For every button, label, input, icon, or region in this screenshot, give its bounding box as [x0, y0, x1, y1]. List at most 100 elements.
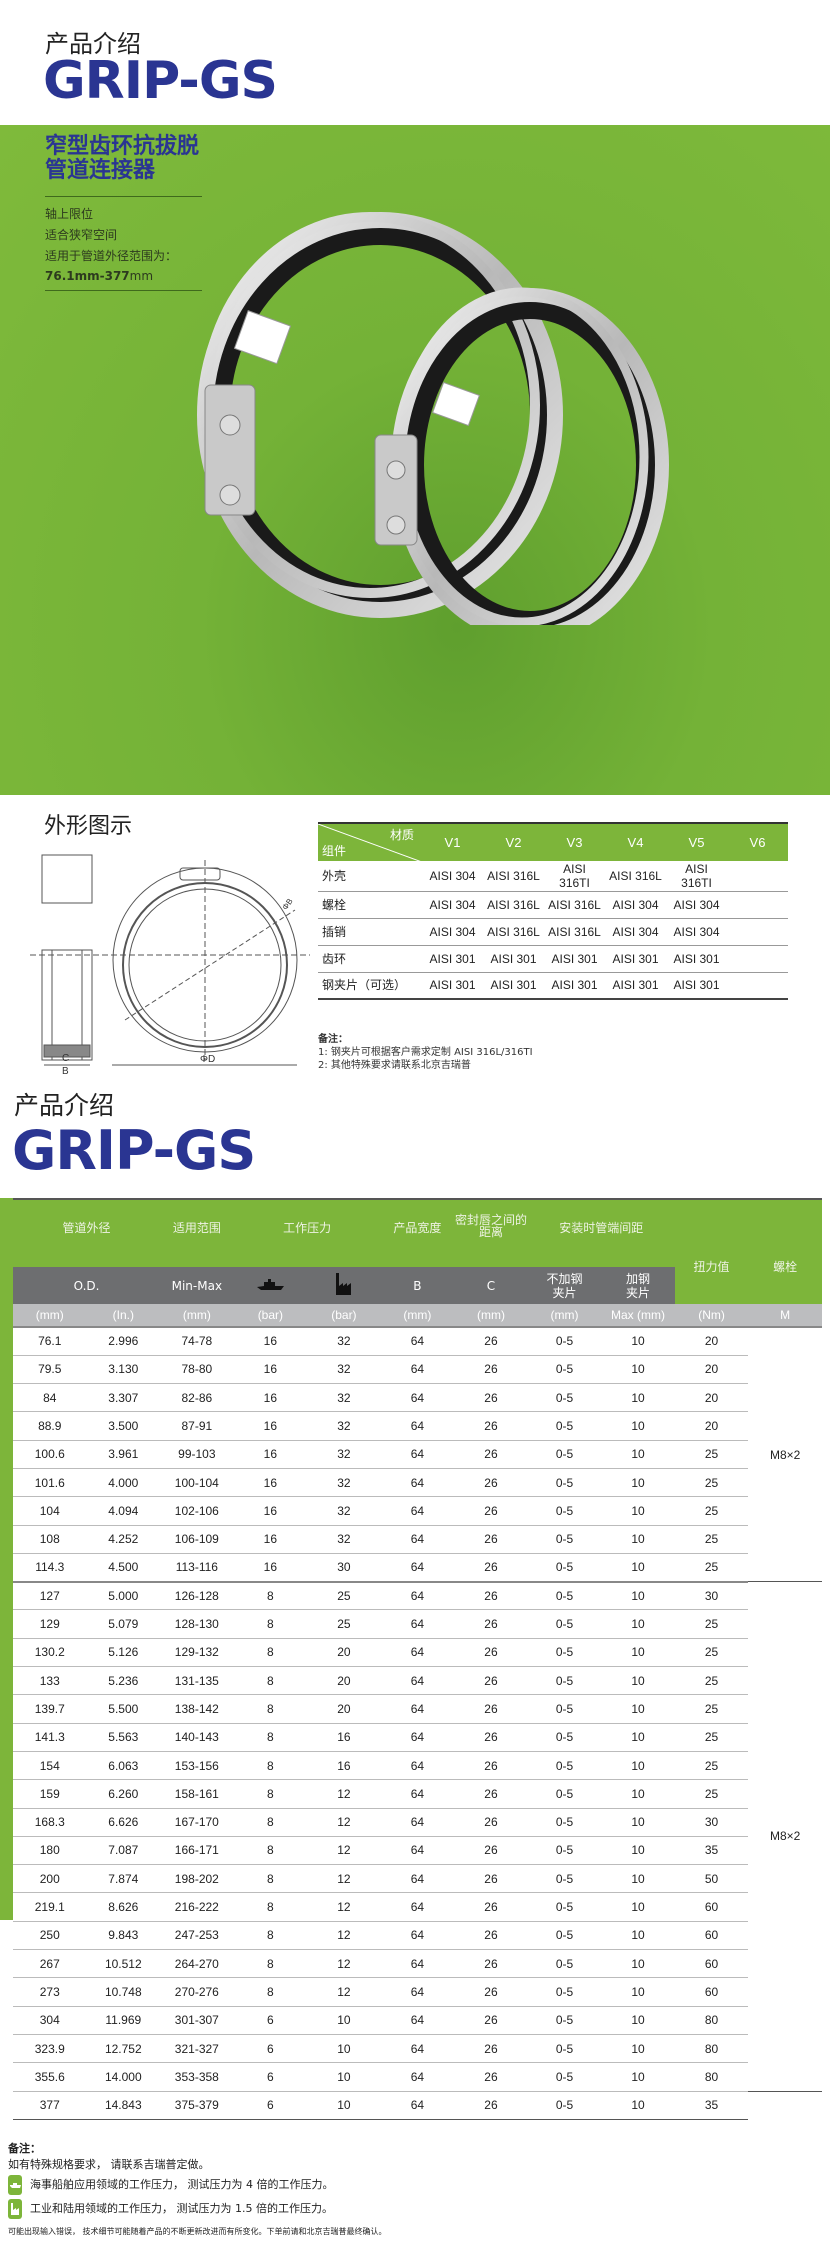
table-cell: 25 [674, 1609, 749, 1639]
table-cell: 0-5 [527, 1609, 602, 1639]
material-cell [727, 918, 788, 946]
table-cell: 273 [13, 1977, 87, 2007]
materials-table: 材质 组件 V1 V2 V3 V4 V5 V6 外壳 AISI 304 AISI 316L AI… [318, 822, 788, 1000]
range-unit: mm [129, 269, 154, 283]
component-label: 钢夹片（可选） [318, 972, 422, 1000]
table-cell: 0-5 [527, 1383, 602, 1413]
table-cell: 198-202 [160, 1864, 234, 1894]
table-cell: 32 [307, 1327, 381, 1356]
feature-item: 适用于管道外径范围为： [45, 249, 178, 263]
range-value: 76.1mm-377 [45, 269, 130, 283]
material-column-v5: V5 [666, 822, 727, 861]
subheader-no-clip: 不加钢夹片 [527, 1267, 602, 1304]
table-cell: 101.6 [13, 1468, 87, 1498]
table-cell: 10 [307, 2062, 381, 2092]
table-cell: 14.000 [86, 2062, 161, 2092]
table-row: 168.3 6.626 167-170 8 12 64 26 0-5 10 30 [13, 1808, 822, 1837]
table-cell: 100-104 [160, 1468, 234, 1498]
section-label: 产品介绍 [14, 1091, 115, 1120]
material-cell: AISI 304 [605, 891, 666, 919]
table-cell: 20 [307, 1694, 381, 1724]
material-row: 齿环 AISI 301 AISI 301 AISI 301 AISI 301 AISI 3… [318, 945, 788, 973]
table-cell: 250 [13, 1921, 87, 1951]
table-cell: 64 [380, 1666, 455, 1696]
ship-icon [8, 2175, 22, 2195]
table-cell: 10 [601, 1921, 675, 1951]
table-cell: 0-5 [527, 1892, 602, 1922]
range-text: 76.1mm-377mm [45, 269, 153, 283]
table-cell: 12 [307, 1864, 381, 1894]
table-cell: 99-103 [160, 1440, 234, 1469]
header-bolt: 螺栓 [748, 1199, 822, 1304]
feature-item: 轴上限位 [45, 207, 94, 221]
table-cell: 6 [233, 2062, 308, 2092]
product-label [432, 381, 480, 427]
table-row: 355.6 14.000 353-358 6 10 64 26 0-5 10 80 [13, 2062, 822, 2092]
table-cell: 304 [13, 2006, 87, 2035]
table-cell: 104 [13, 1496, 87, 1526]
accent-bar [0, 1198, 13, 1920]
unit-cell: (mm) [454, 1304, 528, 1328]
bolt-size-cell: M8×2 [748, 1327, 822, 1583]
dim-label-od: ΦD [200, 1054, 215, 1065]
table-cell: 64 [380, 2006, 455, 2035]
table-cell: 10 [601, 1609, 675, 1639]
material-cell: AISI 316L [483, 918, 544, 946]
table-cell: 80 [674, 2006, 749, 2035]
footer-industrial-note: 工业和陆用领域的工作压力， 测试压力为 1.5 倍的工作压力。 [8, 2199, 333, 2221]
table-cell: 12 [307, 1779, 381, 1809]
table-cell: 2.996 [86, 1327, 161, 1356]
table-cell: 64 [380, 1609, 455, 1639]
table-cell: 25 [307, 1609, 381, 1639]
material-cell: AISI 304 [666, 918, 727, 946]
table-cell: 16 [233, 1553, 308, 1583]
table-cell: 35 [674, 1836, 749, 1866]
component-label: 螺栓 [318, 891, 422, 919]
table-cell: 4.094 [86, 1496, 161, 1526]
table-row: 323.9 12.752 321-327 6 10 64 26 0-5 10 80 [13, 2034, 822, 2064]
material-column-v4: V4 [605, 822, 666, 861]
unit-cell: (mm) [380, 1304, 455, 1328]
table-cell: 32 [307, 1468, 381, 1498]
table-cell: 64 [380, 1553, 455, 1583]
materials-corner-header: 材质 组件 [318, 822, 422, 862]
table-cell: 10 [601, 1581, 675, 1611]
table-cell: 26 [454, 1383, 528, 1413]
table-cell: 64 [380, 1977, 455, 2007]
material-cell: AISI 301 [666, 972, 727, 1000]
material-cell: AISI 301 [483, 972, 544, 1000]
material-cell: AISI 301 [544, 945, 605, 973]
unit-cell: (mm) [527, 1304, 602, 1328]
product-name: GRIP-GS [12, 1119, 256, 1182]
table-cell: 64 [380, 1440, 455, 1469]
table-cell: 30 [674, 1808, 749, 1837]
divider [45, 290, 202, 291]
material-cell [727, 891, 788, 919]
material-row: 插销 AISI 304 AISI 316L AISI 316L AISI 304 AISI… [318, 918, 788, 946]
table-cell: 26 [454, 1581, 528, 1611]
table-cell: 10 [601, 1808, 675, 1837]
material-row: 外壳 AISI 304 AISI 316L AISI 316TI AISI 316L AI… [318, 861, 788, 892]
table-cell: 26 [454, 2091, 528, 2120]
table-row: 180 7.087 166-171 8 12 64 26 0-5 10 35 [13, 1836, 822, 1866]
table-cell: 264-270 [160, 1949, 234, 1979]
table-row: 104 4.094 102-106 16 32 64 26 0-5 10 25 [13, 1496, 822, 1526]
table-cell: 26 [454, 1921, 528, 1951]
table-cell: 26 [454, 1864, 528, 1894]
table-cell: 16 [233, 1496, 308, 1526]
material-cell: AISI 316L [605, 861, 666, 892]
table-cell: 167-170 [160, 1808, 234, 1837]
table-cell: 8 [233, 1779, 308, 1809]
table-cell: 26 [454, 1892, 528, 1922]
footer-notes-title: 备注： [8, 2142, 41, 2155]
table-cell: 30 [307, 1553, 381, 1583]
table-cell: 5.236 [86, 1666, 161, 1696]
material-cell: AISI 304 [422, 891, 483, 919]
table-cell: 26 [454, 1808, 528, 1837]
corner-top-label: 材质 [389, 828, 414, 842]
table-cell: 16 [233, 1525, 308, 1554]
table-cell: 355.6 [13, 2062, 87, 2092]
material-column-v3: V3 [544, 822, 605, 861]
header-range: 适用范围 [160, 1199, 234, 1267]
table-cell: 25 [674, 1666, 749, 1696]
